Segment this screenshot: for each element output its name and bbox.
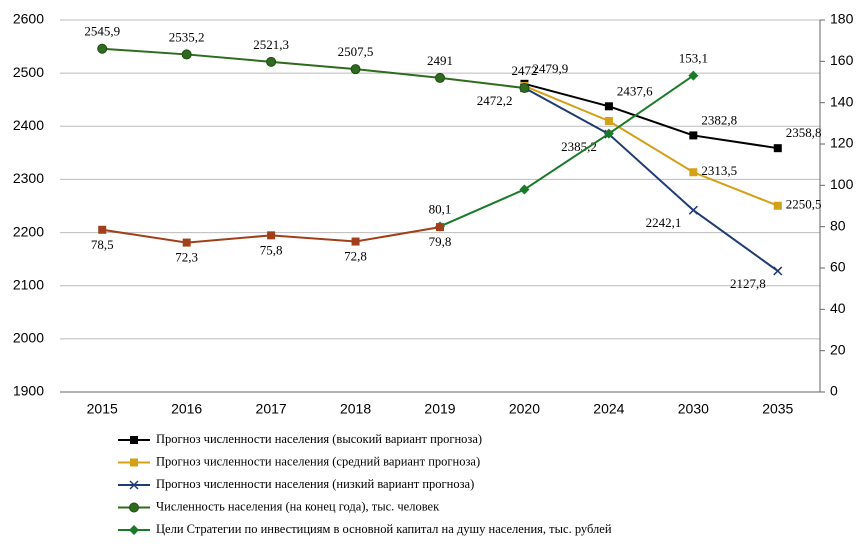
y-tick-label: 2400 [13,117,44,133]
data-label: 80,1 [429,201,452,216]
marker [129,502,139,513]
y-tick-label: 2600 [13,11,44,27]
series-line [102,47,525,90]
x-tick-label: 2017 [256,401,287,417]
marker [436,223,444,232]
x-tick-label: 2035 [762,401,793,417]
data-label: 75,8 [260,242,283,257]
legend-label: Прогноз численности населения (высокий в… [156,432,482,446]
data-label: 2127,8 [730,276,766,291]
y2-tick-label: 180 [830,11,854,27]
y2-tick-label: 60 [830,259,846,275]
series-line [523,87,779,272]
series-line [439,74,694,228]
legend-label: Численность населения (на конец года), т… [156,499,440,513]
marker [689,168,698,177]
data-label: 2521,3 [253,37,289,52]
marker [773,201,782,210]
legend-label: Прогноз численности населения (средний в… [156,454,480,468]
data-label: 2358,8 [786,125,822,140]
marker [351,237,360,246]
y2-tick-label: 100 [830,176,854,192]
marker [98,225,107,234]
data-label: 2250,5 [786,197,822,212]
x-tick-label: 2018 [340,401,371,417]
marker [689,131,698,140]
marker [266,56,277,67]
data-label: 2313,5 [701,163,737,178]
marker [130,436,138,444]
data-label: 2491 [427,53,453,68]
marker [688,70,699,81]
data-label: 2385,2 [561,139,597,154]
y2-tick-label: 20 [830,341,846,357]
data-label: 72,8 [344,249,367,264]
marker [604,102,613,111]
marker [97,43,108,54]
marker [182,238,191,247]
data-label: 2472,2 [477,93,513,108]
x-tick-label: 2024 [593,401,624,417]
data-label: 2535,2 [169,29,205,44]
data-label: 153,1 [679,51,708,66]
legend-label: Прогноз численности населения (низкий ва… [156,477,474,491]
data-label: 2507,5 [338,44,374,59]
y2-tick-label: 120 [830,135,854,151]
y2-tick-label: 80 [830,217,846,233]
y-tick-label: 1900 [13,383,44,399]
data-label: 72,3 [175,250,198,265]
y-tick-label: 2300 [13,170,44,186]
x-tick-label: 2019 [424,401,455,417]
marker [773,266,783,276]
x-tick-label: 2020 [509,401,540,417]
x-tick-label: 2030 [678,401,709,417]
data-label: 2242,1 [646,215,682,230]
marker [604,116,613,125]
marker [350,64,361,75]
marker [603,128,614,139]
y2-tick-label: 160 [830,52,854,68]
data-label: 2382,8 [701,112,737,127]
y-tick-label: 2500 [13,64,44,80]
y-tick-label: 2200 [13,223,44,239]
x-tick-label: 2015 [87,401,118,417]
series-line [524,82,778,150]
data-label: 79,8 [429,234,452,249]
y2-tick-label: 0 [830,383,838,399]
marker [519,83,530,94]
marker [267,231,276,240]
marker [688,205,698,215]
data-label: 2545,9 [84,24,120,39]
marker [129,525,139,535]
y2-tick-label: 40 [830,300,846,316]
data-label: 2472 [511,63,537,78]
data-label: 2479,9 [532,61,568,76]
marker [181,49,192,60]
marker [130,458,138,467]
x-tick-label: 2016 [171,401,202,417]
series-line [524,84,779,207]
marker [129,480,139,490]
data-label: 2437,6 [617,83,653,98]
marker [773,144,782,153]
data-label: 78,5 [91,237,114,252]
y-tick-label: 2000 [13,330,44,346]
marker [435,72,445,83]
y-tick-label: 2100 [13,276,44,292]
marker [519,184,530,195]
legend-label: Цели Стратегии по инвестициям в основной… [156,522,612,536]
y2-tick-label: 140 [830,93,854,109]
